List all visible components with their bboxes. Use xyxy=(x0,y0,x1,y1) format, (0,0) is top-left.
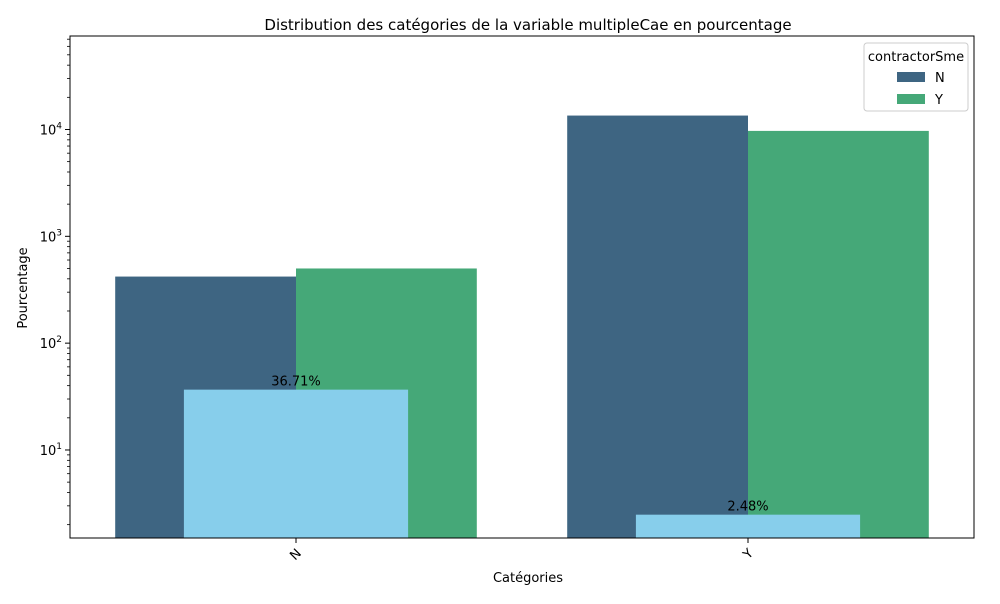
x-axis-label: Catégories xyxy=(493,571,563,586)
legend-swatch-y xyxy=(897,94,925,104)
percentage-bar-y xyxy=(635,514,861,538)
y-tick-label: 102 xyxy=(40,335,62,352)
legend-label-n: N xyxy=(935,71,945,86)
percentage-label-n: 36.71% xyxy=(271,375,321,390)
x-tick-label-y: Y xyxy=(740,546,757,563)
y-tick-label: 104 xyxy=(40,121,63,138)
y-tick-label: 101 xyxy=(40,442,62,459)
percentage-bars-layer: 36.71% 2.48% xyxy=(183,375,861,538)
percentage-bar-n xyxy=(183,389,409,538)
bars-layer xyxy=(115,115,929,538)
y-axis: 101 102 103 104 xyxy=(40,38,70,526)
bar-y-series-y xyxy=(748,130,929,538)
y-tick-label: 103 xyxy=(40,228,62,245)
chart-title: Distribution des catégories de la variab… xyxy=(264,16,791,34)
legend-title: contractorSme xyxy=(868,50,964,65)
x-tick-label-n: N xyxy=(287,546,304,563)
legend-label-y: Y xyxy=(934,93,943,108)
plot-area xyxy=(69,35,975,539)
legend-swatch-n xyxy=(897,72,925,82)
legend: contractorSme NY xyxy=(863,42,969,112)
bar-y-series-n xyxy=(567,115,748,538)
y-axis-label: Pourcentage xyxy=(16,247,31,328)
percentage-label-y: 2.48% xyxy=(727,500,768,515)
